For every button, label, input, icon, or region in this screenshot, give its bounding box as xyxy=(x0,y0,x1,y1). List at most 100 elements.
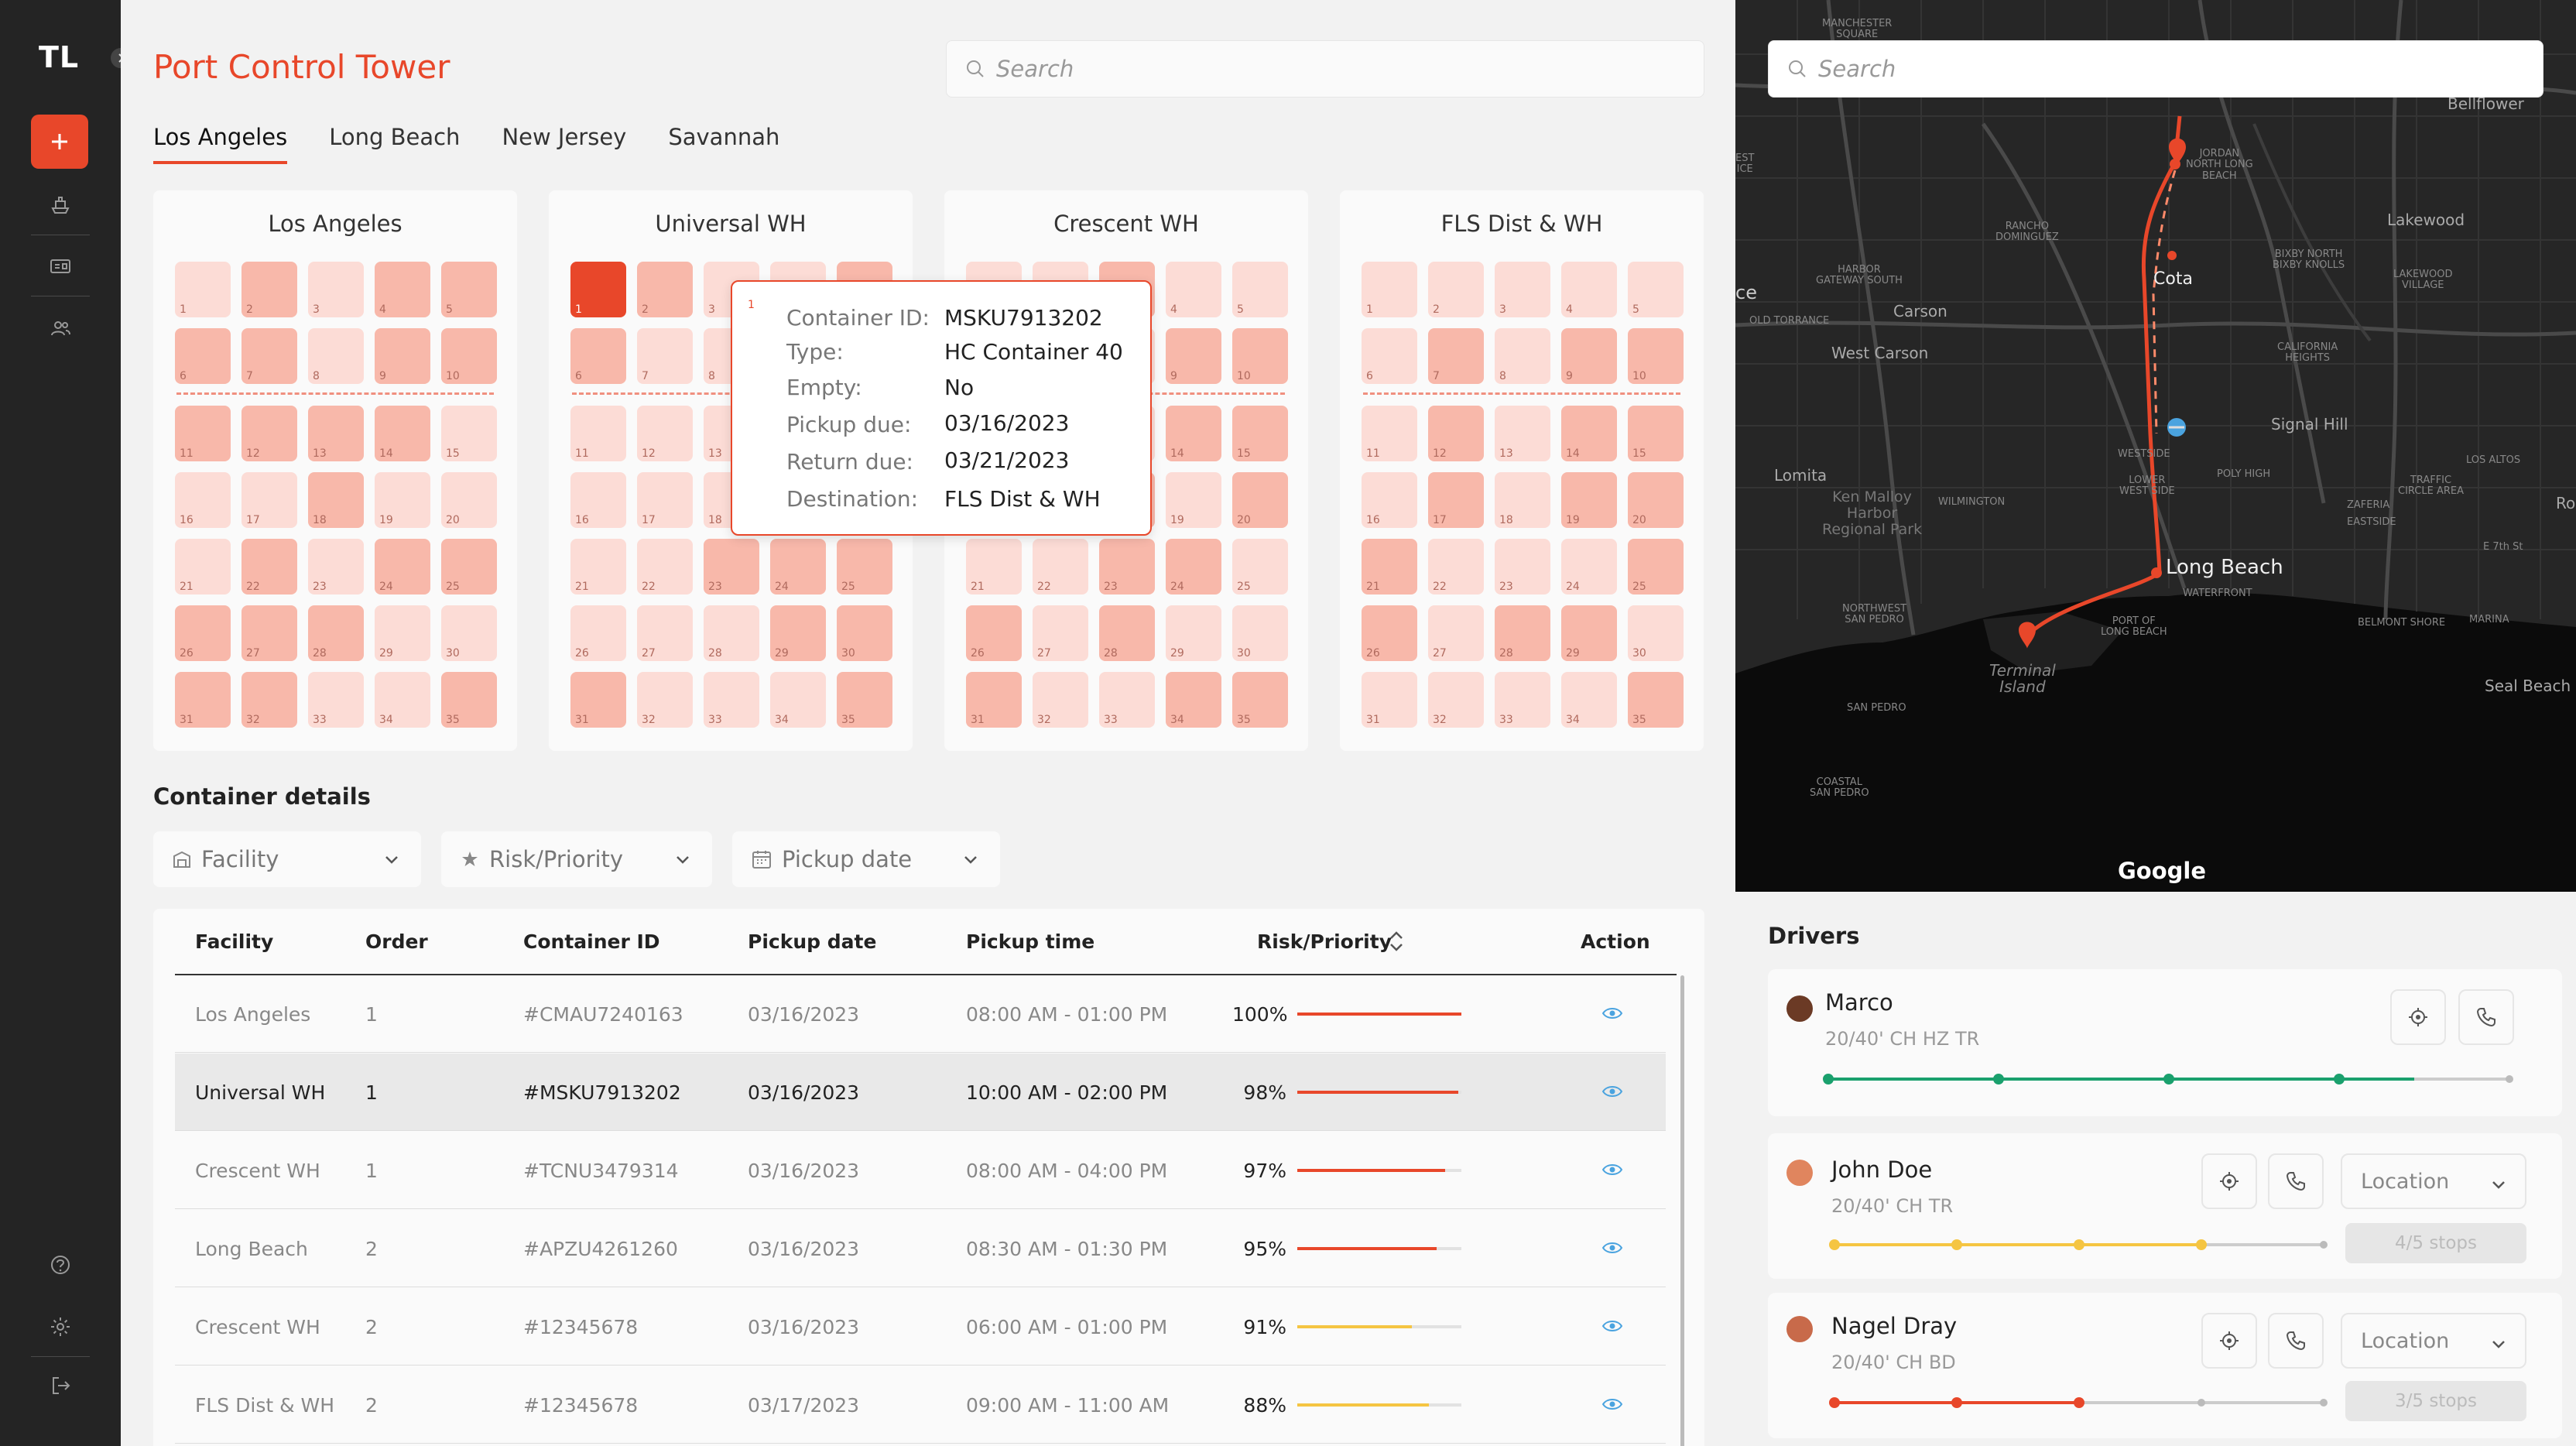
container-slot[interactable]: 20 xyxy=(1232,472,1288,528)
container-slot[interactable]: 27 xyxy=(1428,605,1484,661)
container-slot[interactable]: 7 xyxy=(242,328,297,384)
container-slot[interactable]: 5 xyxy=(1628,262,1684,317)
container-slot[interactable]: 29 xyxy=(1561,605,1617,661)
container-slot[interactable]: 29 xyxy=(375,605,430,661)
column-header-pickup-date[interactable]: Pickup date xyxy=(748,930,877,953)
call-button[interactable] xyxy=(2268,1153,2324,1209)
container-slot[interactable]: 24 xyxy=(770,539,826,595)
table-row[interactable]: Universal WH 1 #MSKU7913202 03/16/2023 10:00… xyxy=(175,1054,1666,1131)
container-slot[interactable]: 3 xyxy=(1495,262,1550,317)
container-slot[interactable]: 22 xyxy=(1428,539,1484,595)
call-button[interactable] xyxy=(2458,989,2514,1045)
container-slot[interactable]: 15 xyxy=(441,406,497,461)
tab-long-beach[interactable]: Long Beach xyxy=(329,124,461,150)
container-slot[interactable]: 21 xyxy=(966,539,1022,595)
container-slot[interactable]: 9 xyxy=(1561,328,1617,384)
container-slot[interactable]: 6 xyxy=(175,328,231,384)
tab-new-jersey[interactable]: New Jersey xyxy=(502,124,627,150)
container-slot[interactable]: 11 xyxy=(175,406,231,461)
container-slot[interactable]: 26 xyxy=(966,605,1022,661)
container-slot[interactable]: 26 xyxy=(570,605,626,661)
map-search-input[interactable]: Search xyxy=(1768,40,2543,98)
container-slot[interactable]: 28 xyxy=(1495,605,1550,661)
container-slot[interactable]: 5 xyxy=(441,262,497,317)
container-slot[interactable]: 4 xyxy=(1561,262,1617,317)
facility-filter[interactable]: Facility xyxy=(153,831,421,887)
container-slot[interactable]: 30 xyxy=(441,605,497,661)
container-slot[interactable]: 1 xyxy=(1362,262,1417,317)
container-slot[interactable]: 1 xyxy=(570,262,626,317)
tab-savannah[interactable]: Savannah xyxy=(668,124,780,150)
driver-card[interactable]: Nagel Dray 20/40' CH BD Location 3/5 sto… xyxy=(1768,1293,2562,1438)
id-card-icon[interactable] xyxy=(45,251,76,282)
container-slot[interactable]: 33 xyxy=(1495,672,1550,728)
locate-button[interactable] xyxy=(2201,1313,2257,1369)
table-row[interactable]: Crescent WH 1 #TCNU3479314 03/16/2023 08:00 … xyxy=(175,1132,1666,1209)
container-slot[interactable]: 22 xyxy=(637,539,693,595)
container-slot[interactable]: 24 xyxy=(1561,539,1617,595)
container-slot[interactable]: 14 xyxy=(1166,406,1221,461)
container-slot[interactable]: 1 xyxy=(175,262,231,317)
container-slot[interactable]: 13 xyxy=(308,406,364,461)
container-slot[interactable]: 31 xyxy=(570,672,626,728)
container-slot[interactable]: 35 xyxy=(441,672,497,728)
view-icon[interactable] xyxy=(1601,1080,1624,1103)
ship-icon[interactable] xyxy=(45,189,76,220)
container-slot[interactable]: 31 xyxy=(966,672,1022,728)
table-row[interactable]: Los Angeles 1 #CMAU7240163 03/16/2023 08:00 … xyxy=(175,975,1666,1053)
container-slot[interactable]: 8 xyxy=(308,328,364,384)
table-row[interactable]: FLS Dist & WH 2 #12345678 03/17/2023 09:00 A… xyxy=(175,1366,1666,1444)
container-slot[interactable]: 25 xyxy=(441,539,497,595)
container-slot[interactable]: 12 xyxy=(242,406,297,461)
container-slot[interactable]: 21 xyxy=(175,539,231,595)
container-slot[interactable]: 30 xyxy=(837,605,892,661)
container-slot[interactable]: 34 xyxy=(375,672,430,728)
container-slot[interactable]: 27 xyxy=(637,605,693,661)
container-slot[interactable]: 17 xyxy=(1428,472,1484,528)
container-slot[interactable]: 5 xyxy=(1232,262,1288,317)
container-slot[interactable]: 30 xyxy=(1628,605,1684,661)
container-slot[interactable]: 33 xyxy=(1099,672,1155,728)
column-header-container-id[interactable]: Container ID xyxy=(523,930,660,953)
help-icon[interactable] xyxy=(45,1249,76,1280)
table-row[interactable]: Long Beach 2 #APZU4261260 03/16/2023 08:30 A… xyxy=(175,1210,1666,1287)
view-icon[interactable] xyxy=(1601,1393,1624,1416)
risk-filter[interactable]: Risk/Priority xyxy=(441,831,712,887)
container-slot[interactable]: 7 xyxy=(1428,328,1484,384)
container-slot[interactable]: 2 xyxy=(1428,262,1484,317)
container-slot[interactable]: 20 xyxy=(441,472,497,528)
table-scrollbar[interactable] xyxy=(1680,975,1684,1446)
container-slot[interactable]: 19 xyxy=(1561,472,1617,528)
container-slot[interactable]: 23 xyxy=(1099,539,1155,595)
location-select[interactable]: Location xyxy=(2341,1313,2526,1369)
view-icon[interactable] xyxy=(1601,1002,1624,1025)
container-slot[interactable]: 4 xyxy=(375,262,430,317)
container-slot[interactable]: 12 xyxy=(637,406,693,461)
container-slot[interactable]: 21 xyxy=(570,539,626,595)
container-slot[interactable]: 4 xyxy=(1166,262,1221,317)
container-slot[interactable]: 33 xyxy=(308,672,364,728)
container-slot[interactable]: 29 xyxy=(770,605,826,661)
container-slot[interactable]: 32 xyxy=(242,672,297,728)
container-slot[interactable]: 27 xyxy=(1033,605,1088,661)
container-slot[interactable]: 10 xyxy=(1232,328,1288,384)
container-slot[interactable]: 34 xyxy=(1561,672,1617,728)
tab-los-angeles[interactable]: Los Angeles xyxy=(153,124,288,164)
pickup-date-filter[interactable]: Pickup date xyxy=(732,831,1000,887)
container-slot[interactable]: 22 xyxy=(242,539,297,595)
container-slot[interactable]: 25 xyxy=(1628,539,1684,595)
container-slot[interactable]: 34 xyxy=(1166,672,1221,728)
container-slot[interactable]: 17 xyxy=(242,472,297,528)
container-slot[interactable]: 15 xyxy=(1628,406,1684,461)
container-slot[interactable]: 2 xyxy=(637,262,693,317)
container-slot[interactable]: 30 xyxy=(1232,605,1288,661)
logout-icon[interactable] xyxy=(45,1370,76,1401)
container-slot[interactable]: 24 xyxy=(375,539,430,595)
container-slot[interactable]: 15 xyxy=(1232,406,1288,461)
map-view[interactable]: MANCHESTER SQUARE Bellflower JORDAN NORTH … xyxy=(1735,0,2576,892)
container-slot[interactable]: 35 xyxy=(1232,672,1288,728)
container-slot[interactable]: 18 xyxy=(308,472,364,528)
container-slot[interactable]: 26 xyxy=(175,605,231,661)
locate-button[interactable] xyxy=(2390,989,2446,1045)
call-button[interactable] xyxy=(2268,1313,2324,1369)
